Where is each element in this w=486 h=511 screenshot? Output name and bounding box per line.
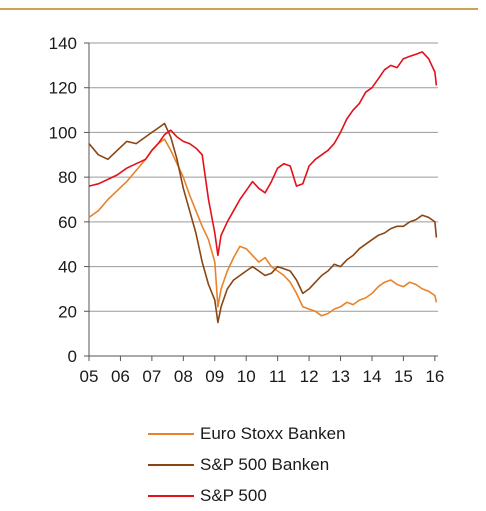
legend-label-sp500: S&P 500 [200,485,267,505]
x-tick-label-08: 08 [174,367,193,386]
x-tick-label-12: 12 [300,367,319,386]
legend-label-euro-stoxx-banken: Euro Stoxx Banken [200,423,346,443]
y-tick-label-140: 140 [49,34,77,53]
y-tick-label-80: 80 [58,168,77,187]
legend: Euro Stoxx Banken S&P 500 Banken S&P 500 [148,418,448,511]
x-tick-label-16: 16 [425,367,444,386]
x-tick-label-06: 06 [111,367,130,386]
x-tick-label-11: 11 [269,367,287,386]
y-tick-label-0: 0 [68,347,77,366]
y-tick-label-20: 20 [58,302,77,321]
legend-swatch-sp500-banken [148,463,194,466]
x-tick-label-05: 05 [80,367,99,386]
legend-item-sp500-banken: S&P 500 Banken [148,449,448,480]
legend-item-sp500: S&P 500 [148,480,448,511]
y-tick-label-100: 100 [49,123,77,142]
y-tick-label-120: 120 [49,79,77,98]
series-line-s-p-500-banken [88,122,438,324]
x-tick-label-14: 14 [363,367,382,386]
series-line-s-p-500 [88,51,438,257]
legend-label-sp500-banken: S&P 500 Banken [200,454,330,474]
legend-swatch-sp500 [148,494,194,497]
y-tick-label-60: 60 [58,213,77,232]
x-tick-label-07: 07 [142,367,161,386]
y-tick-label-40: 40 [58,258,77,277]
x-tick-label-13: 13 [331,367,350,386]
x-tick-label-15: 15 [394,367,413,386]
series-line-euro-stoxx-banken [88,138,438,317]
legend-item-euro-stoxx-banken: Euro Stoxx Banken [148,418,448,449]
legend-swatch-euro-stoxx-banken [148,432,194,435]
x-tick-label-09: 09 [205,367,224,386]
x-tick-label-10: 10 [237,367,256,386]
